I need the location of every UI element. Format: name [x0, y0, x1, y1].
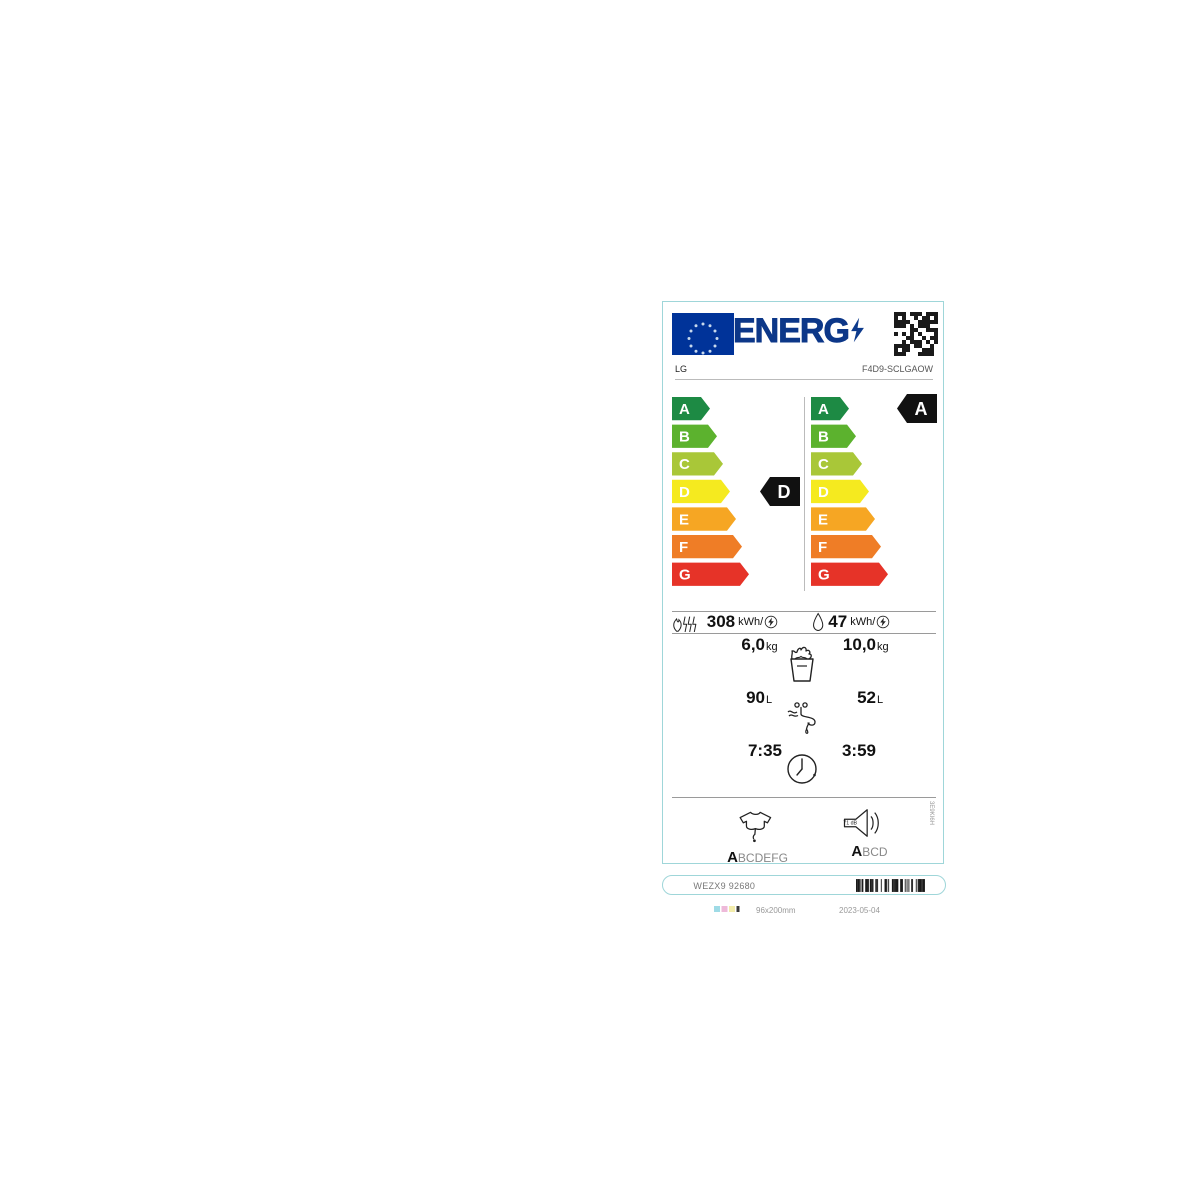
svg-text:D: D: [818, 484, 829, 501]
svg-text:E: E: [818, 511, 828, 528]
svg-text:A: A: [679, 401, 690, 418]
svg-text:71 dB: 71 dB: [843, 820, 857, 826]
svg-text:G: G: [679, 567, 691, 584]
svg-text:A: A: [915, 399, 928, 419]
svg-text:G: G: [818, 567, 830, 584]
svg-text:D: D: [778, 482, 791, 502]
svg-text:C: C: [679, 456, 690, 473]
svg-text:D: D: [679, 484, 690, 501]
svg-text:B: B: [679, 429, 690, 446]
svg-text:E: E: [679, 511, 689, 528]
svg-text:C: C: [818, 456, 829, 473]
svg-text:B: B: [818, 429, 829, 446]
svg-text:A: A: [818, 401, 829, 418]
svg-text:F: F: [818, 539, 827, 556]
svg-text:F: F: [679, 539, 688, 556]
